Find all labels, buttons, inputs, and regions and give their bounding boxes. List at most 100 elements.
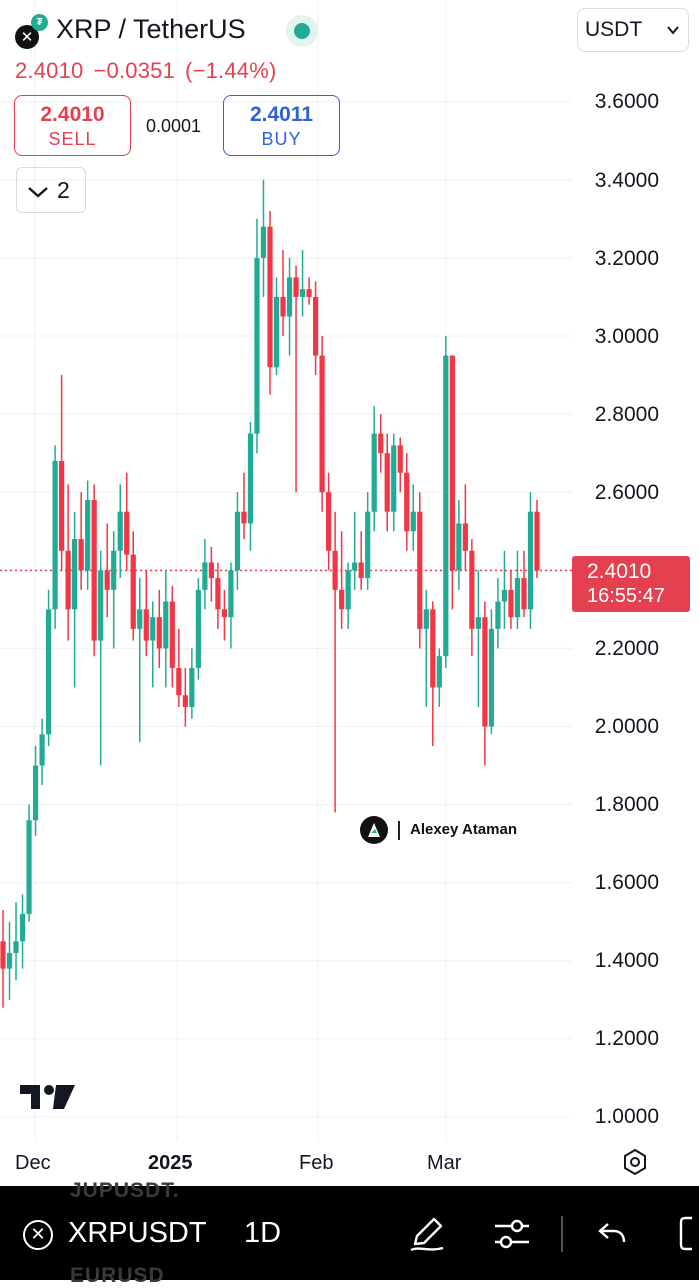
candle-body — [104, 570, 110, 590]
candle — [391, 433, 397, 532]
candle-body — [202, 562, 208, 590]
candle — [365, 492, 371, 590]
candle — [32, 746, 39, 836]
y-tick-label: 3.6000 — [594, 90, 659, 113]
candle-body — [98, 570, 104, 641]
candle — [312, 281, 319, 376]
close-icon[interactable]: ✕ — [23, 1220, 53, 1250]
candle — [339, 531, 345, 629]
candle — [430, 601, 436, 747]
candle-body — [332, 550, 338, 590]
candles-series — [0, 179, 540, 1008]
candle-body — [65, 550, 71, 610]
change-pct: (−1.44%) — [185, 58, 277, 83]
tether-coin-icon: ₮ — [31, 14, 48, 31]
candle-body — [176, 667, 182, 696]
candle-body — [91, 500, 97, 641]
candle-body — [293, 277, 299, 297]
candle-body — [208, 562, 214, 579]
candle — [488, 609, 495, 735]
candle — [247, 421, 254, 551]
candle-body — [169, 601, 175, 668]
candle — [26, 804, 32, 922]
chevron-down-icon — [28, 187, 48, 198]
candle — [410, 484, 416, 551]
candle-body — [241, 511, 247, 524]
candle-body — [365, 511, 371, 579]
candle-body — [78, 539, 84, 571]
last-price: 2.4010 — [15, 58, 84, 83]
ghost-symbol-top: JUPUSDT. — [70, 1179, 180, 1202]
candle-body — [501, 589, 508, 602]
candle — [176, 628, 182, 707]
candle — [78, 492, 84, 590]
candle-body — [124, 511, 130, 555]
settings-sliders-icon[interactable] — [493, 1216, 531, 1252]
candle-body — [430, 609, 436, 688]
candle — [59, 375, 65, 571]
candle-body — [221, 609, 228, 618]
y-tick-label: 1.6000 — [594, 871, 659, 894]
undo-icon[interactable] — [596, 1218, 628, 1250]
candle-body — [111, 550, 117, 590]
candle-body — [52, 460, 58, 610]
candle-body — [449, 355, 455, 571]
symbol-button[interactable]: XRPUSDT — [68, 1217, 207, 1249]
candle — [208, 546, 214, 602]
candle-body — [488, 628, 495, 727]
candle — [404, 453, 410, 551]
candle — [495, 578, 501, 649]
currency-select[interactable]: USDT — [577, 8, 689, 52]
candle-body — [306, 289, 312, 297]
candle — [469, 539, 475, 657]
current-price-value: 2.4010 — [587, 560, 652, 583]
candle — [508, 570, 514, 629]
y-tick-label: 2.2000 — [594, 637, 659, 660]
candle-body — [456, 523, 462, 571]
candle — [254, 218, 260, 454]
candle — [273, 277, 280, 376]
candle — [91, 484, 97, 657]
candle-body — [397, 445, 403, 473]
fullscreen-icon[interactable] — [678, 1214, 699, 1254]
price-chart[interactable] — [0, 0, 699, 1186]
candle — [117, 484, 123, 579]
candle — [111, 531, 117, 649]
candle-body — [475, 617, 481, 629]
candle-body — [6, 952, 13, 969]
candle — [52, 445, 58, 629]
change-abs: −0.0351 — [93, 58, 176, 83]
candle — [241, 472, 247, 540]
tradingview-logo — [20, 1085, 75, 1109]
candle — [475, 570, 481, 707]
sell-button[interactable]: 2.4010 SELL — [14, 95, 131, 156]
candle — [150, 601, 156, 688]
candle-body — [228, 570, 234, 618]
candle-body — [267, 226, 273, 368]
candle-body — [514, 578, 521, 618]
candle-body — [378, 433, 384, 454]
candle-body — [339, 589, 345, 610]
candle-body — [45, 609, 52, 735]
candle-body — [404, 472, 410, 532]
candle — [124, 472, 130, 571]
candle-body — [299, 289, 306, 297]
candle-body — [150, 617, 156, 641]
candle — [182, 667, 188, 727]
symbol-title[interactable]: XRP / TetherUS — [56, 14, 246, 44]
market-status-icon[interactable] — [286, 15, 318, 47]
candle — [286, 257, 293, 356]
draw-icon[interactable] — [407, 1214, 447, 1254]
candle-body — [137, 609, 143, 629]
buy-button[interactable]: 2.4011 BUY — [223, 95, 340, 156]
indicators-toggle-button[interactable]: 2 — [16, 167, 86, 213]
candle — [228, 562, 234, 649]
candle — [85, 480, 91, 590]
candle-body — [286, 277, 293, 317]
candle-body — [234, 511, 241, 571]
candle — [215, 562, 221, 629]
timeframe-button[interactable]: 1D — [244, 1217, 282, 1249]
chart-settings-icon[interactable] — [620, 1147, 650, 1177]
candle — [449, 355, 455, 610]
candle — [98, 550, 104, 766]
